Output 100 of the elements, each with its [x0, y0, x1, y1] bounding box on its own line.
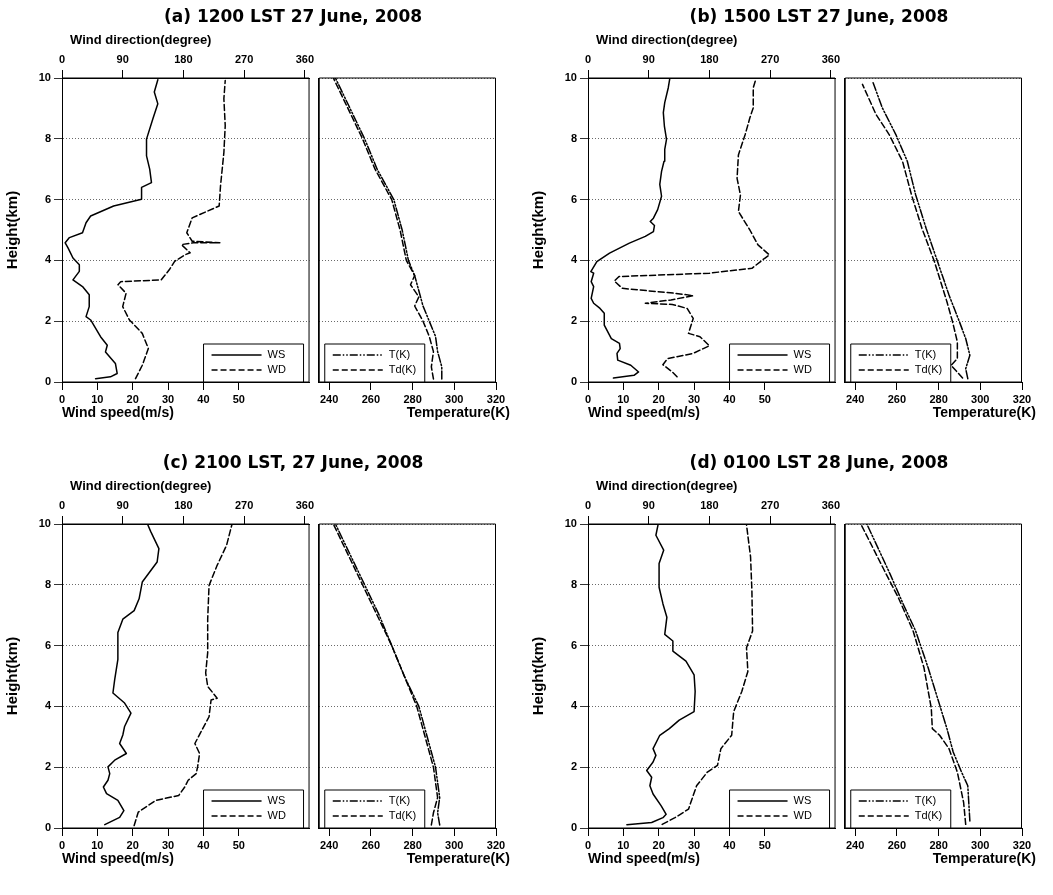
x2-tick-label: 180: [174, 53, 193, 66]
x-axis-title: Temperature(K): [405, 850, 510, 866]
y-axis-title: Height(km): [529, 636, 547, 716]
x2-tick-label: 0: [584, 53, 592, 66]
x2-tick-label: 360: [295, 499, 314, 512]
y-tick-label: 0: [44, 821, 51, 834]
x2-tick-label: 90: [642, 499, 655, 512]
x-tick-label: 10: [91, 838, 104, 851]
x-tick-label: 20: [126, 392, 139, 405]
y-tick-label: 4: [570, 253, 578, 266]
x-tick-label: 30: [687, 392, 701, 405]
x-tick-label: 50: [232, 392, 245, 405]
legend-label: WS: [267, 794, 286, 807]
y-tick-label: 2: [44, 314, 51, 327]
x-tick-label: 260: [361, 392, 381, 405]
x-tick-label: 40: [197, 392, 210, 405]
legend-label: Td(K): [914, 809, 943, 822]
x2-axis-title: Wind direction(degree): [596, 478, 739, 494]
x-tick-label: 30: [687, 838, 701, 851]
x2-tick-label: 180: [174, 499, 193, 512]
y-tick-label: 0: [570, 375, 577, 388]
x-axis-title: Wind speed(m/s): [587, 404, 701, 420]
x-tick-label: 50: [758, 838, 771, 851]
legend-label: T(K): [388, 348, 411, 361]
x-tick-label: 300: [445, 838, 464, 851]
x-axis-title: Wind speed(m/s): [61, 850, 175, 866]
y-axis-title: Height(km): [3, 636, 21, 716]
y-tick-label: 8: [570, 577, 577, 590]
y-tick-label: 8: [44, 577, 51, 590]
x-tick-label: 20: [126, 838, 139, 851]
y-tick-label: 4: [44, 699, 52, 712]
x-tick-label: 0: [584, 392, 592, 405]
x-tick-label: 300: [445, 392, 464, 405]
x-tick-label: 0: [584, 838, 592, 851]
y-tick-label: 0: [570, 821, 577, 834]
x-tick-label: 20: [652, 838, 665, 851]
x-tick-label: 240: [320, 392, 339, 405]
chart-title: (d) 0100 LST 28 June, 2008: [688, 452, 950, 474]
x2-tick-label: 180: [700, 53, 719, 66]
x-tick-label: 30: [161, 392, 175, 405]
legend-label: WD: [267, 363, 286, 376]
x-axis-title: Wind speed(m/s): [587, 850, 701, 866]
x-tick-label: 320: [486, 392, 506, 405]
x-axis-title: Temperature(K): [931, 850, 1036, 866]
x-tick-label: 240: [846, 838, 865, 851]
x-tick-label: 10: [91, 392, 104, 405]
x2-tick-label: 270: [234, 499, 254, 512]
legend-label: WD: [793, 363, 812, 376]
x2-tick-label: 180: [700, 499, 719, 512]
chart-title: (b) 1500 LST 27 June, 2008: [688, 6, 950, 28]
x-tick-label: 20: [652, 392, 665, 405]
legend-label: WS: [267, 348, 286, 361]
chart-title: (a) 1200 LST 27 June, 2008: [162, 6, 424, 28]
x-tick-label: 280: [929, 838, 948, 851]
x2-axis-title: Wind direction(degree): [70, 32, 213, 48]
x-tick-label: 10: [617, 392, 630, 405]
y-tick-label: 10: [38, 71, 51, 84]
x2-tick-label: 270: [234, 53, 254, 66]
x2-tick-label: 90: [642, 53, 655, 66]
x-tick-label: 320: [1012, 838, 1032, 851]
legend-label: WS: [793, 348, 812, 361]
x-tick-label: 40: [723, 838, 736, 851]
legend-label: WD: [793, 809, 812, 822]
x-tick-label: 240: [846, 392, 865, 405]
y-axis-title: Height(km): [3, 190, 21, 270]
legend-label: WS: [793, 794, 812, 807]
y-tick-label: 2: [570, 314, 577, 327]
y-tick-label: 10: [564, 517, 577, 530]
x-tick-label: 280: [929, 392, 948, 405]
x2-tick-label: 0: [58, 53, 66, 66]
x2-tick-label: 90: [116, 53, 129, 66]
y-tick-label: 10: [38, 517, 51, 530]
x-tick-label: 300: [971, 838, 990, 851]
x2-tick-label: 0: [58, 499, 66, 512]
x-tick-label: 260: [361, 838, 381, 851]
x-tick-label: 260: [887, 838, 907, 851]
legend-label: Td(K): [388, 809, 417, 822]
y-tick-label: 6: [570, 638, 577, 651]
y-tick-label: 8: [44, 131, 51, 144]
x-axis-title: Temperature(K): [405, 404, 510, 420]
x2-axis-title: Wind direction(degree): [596, 32, 739, 48]
legend-label: T(K): [914, 794, 937, 807]
y-tick-label: 6: [570, 192, 577, 205]
x2-tick-label: 90: [116, 499, 129, 512]
y-tick-label: 10: [564, 71, 577, 84]
x2-tick-label: 360: [821, 499, 840, 512]
y-tick-label: 6: [44, 638, 51, 651]
x-tick-label: 30: [161, 838, 175, 851]
x2-tick-label: 270: [760, 499, 780, 512]
x-tick-label: 320: [486, 838, 506, 851]
x-tick-label: 50: [758, 392, 771, 405]
y-axis-title: Height(km): [529, 190, 547, 270]
x-tick-label: 40: [197, 838, 210, 851]
x-tick-label: 0: [58, 392, 66, 405]
x-tick-label: 280: [403, 838, 422, 851]
x-tick-label: 240: [320, 838, 339, 851]
x2-tick-label: 0: [584, 499, 592, 512]
x2-tick-label: 360: [821, 53, 840, 66]
x-axis-title: Wind speed(m/s): [61, 404, 175, 420]
y-tick-label: 4: [44, 253, 52, 266]
